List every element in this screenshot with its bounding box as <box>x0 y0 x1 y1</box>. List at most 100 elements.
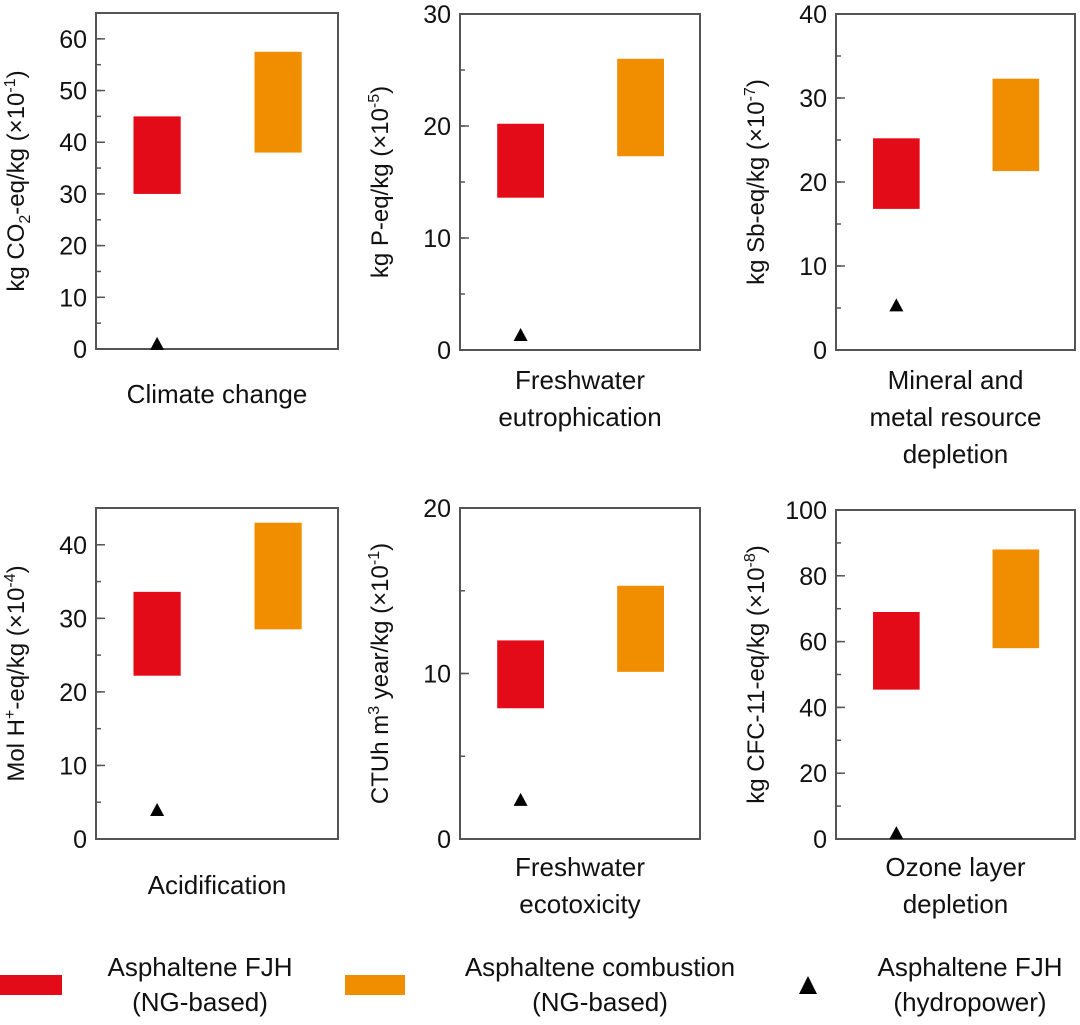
y-label-part: -7 <box>742 87 759 101</box>
x-axis-label: Freshwater <box>515 852 645 882</box>
y-tick-label: 0 <box>813 337 827 365</box>
chart-panel: 0 20 40 60 80 100 kg CFC-11-eq/kg (×10-8​) Ozon… <box>742 497 1076 919</box>
chart-panel: 0 10 20 30 40 kg Sb-eq/kg (×10-7​) Mineral and… <box>742 1 1076 469</box>
bar-asphaltene-fjh-ng <box>497 640 544 709</box>
y-label-part: ) <box>743 545 770 553</box>
legend-label: (hydropower) <box>893 987 1046 1017</box>
y-tick-label: 10 <box>799 253 827 281</box>
y-label-part: year/kg (×10 <box>367 565 394 706</box>
bar-asphaltene-fjh-ng <box>497 123 544 198</box>
x-axis-label: Ozone layer <box>885 852 1026 882</box>
y-label-part: -eq/kg (×10 <box>3 588 30 710</box>
y-tick-label: 40 <box>59 129 87 157</box>
y-tick-label: 30 <box>59 605 87 633</box>
y-label-part: kg CO <box>3 224 30 292</box>
legend: Asphaltene FJH(NG-based)Asphaltene combu… <box>0 952 1062 1017</box>
y-label-part: ) <box>3 565 30 573</box>
legend-label: Asphaltene FJH <box>878 952 1063 982</box>
legend-triangle-icon <box>799 976 817 994</box>
marker-asphaltene-fjh-hydro <box>150 336 165 350</box>
legend-swatch <box>345 975 405 995</box>
bar-asphaltene-fjh-ng <box>133 591 181 676</box>
y-label-part: -4 <box>2 573 19 587</box>
y-tick-label: 0 <box>437 337 451 365</box>
y-label-part: ) <box>3 70 30 78</box>
legend-item: Asphaltene FJH (NG-based) <box>0 952 292 1017</box>
x-axis-label: Climate change <box>127 379 308 409</box>
y-tick-label: 0 <box>437 826 451 854</box>
y-label-part: -eq/kg (×10 <box>3 93 30 215</box>
x-axis-label: depletion <box>903 889 1009 919</box>
y-axis-label: kg CO2​-eq/kg (×10-1​) <box>2 70 34 291</box>
x-axis-label: Mineral and <box>888 365 1024 395</box>
bar-asphaltene-combustion-ng <box>992 78 1040 172</box>
y-label-part: 3 <box>366 706 383 715</box>
y-label-part: -1 <box>2 78 19 92</box>
y-label-part: kg Sb-eq/kg (×10 <box>743 101 770 284</box>
y-tick-label: 20 <box>799 169 827 197</box>
y-label-part: ) <box>743 79 770 87</box>
x-axis-label: eutrophication <box>498 402 661 432</box>
plot-frame <box>459 507 701 840</box>
y-tick-label: 50 <box>59 78 87 106</box>
plot-frame <box>95 507 339 840</box>
y-label-part: -5 <box>366 94 383 108</box>
y-label-part: -8 <box>742 553 759 567</box>
x-axis-label: Freshwater <box>515 365 645 395</box>
y-tick-label: 0 <box>73 336 87 364</box>
legend-item: Asphaltene combustion (NG-based) <box>345 952 735 1017</box>
bar-asphaltene-combustion-ng <box>617 585 664 672</box>
y-tick-label: 10 <box>423 661 451 689</box>
y-tick-label: 0 <box>813 826 827 854</box>
x-axis-label: Acidification <box>148 870 287 900</box>
y-label-part: 2 <box>17 215 34 224</box>
bar-asphaltene-combustion-ng <box>617 58 664 157</box>
plot-frame <box>95 12 339 350</box>
y-label-part: ) <box>367 86 394 94</box>
y-label-part: kg P-eq/kg (×10 <box>367 108 394 278</box>
chart-panel: 0 10 20 30 40 Mol H+​-eq/kg (×10-4​) Acidifica… <box>2 507 339 900</box>
marker-asphaltene-fjh-hydro <box>889 298 904 312</box>
legend-label: Asphaltene FJH <box>108 952 293 982</box>
bar-asphaltene-combustion-ng <box>992 549 1040 649</box>
chart-panel: 0 10 20 CTUh m3​ year/kg (×10-1​) Freshwater… <box>366 495 701 919</box>
y-label-part: ) <box>367 543 394 551</box>
chart-panel: 0 10 20 30 40 50 60 kg CO2​-eq/kg (×10-1​) Clima… <box>2 12 339 409</box>
x-axis-label: ecotoxicity <box>519 889 640 919</box>
y-tick-label: 10 <box>59 284 87 312</box>
y-tick-label: 10 <box>59 752 87 780</box>
y-tick-label: 60 <box>799 629 827 657</box>
y-tick-label: 20 <box>59 233 87 261</box>
bar-asphaltene-combustion-ng <box>254 51 302 153</box>
chart-panel: 0 10 20 30 kg P-eq/kg (×10-5​) Freshwater eutr… <box>366 1 701 432</box>
y-tick-label: 20 <box>59 679 87 707</box>
legend-label: Asphaltene combustion <box>465 952 735 982</box>
y-label-part: Mol H <box>3 719 30 782</box>
bar-asphaltene-fjh-ng <box>873 611 920 690</box>
y-tick-label: 20 <box>423 113 451 141</box>
y-tick-label: 10 <box>423 225 451 253</box>
legend-item: Asphaltene FJH (hydropower) <box>799 952 1062 1017</box>
marker-asphaltene-fjh-hydro <box>150 803 165 817</box>
legend-label: (NG-based) <box>532 987 668 1017</box>
bar-asphaltene-combustion-ng <box>254 522 302 630</box>
y-axis-label: CTUh m3​ year/kg (×10-1​) <box>366 543 394 804</box>
y-axis-label: kg P-eq/kg (×10-5​) <box>366 86 394 278</box>
legend-label: (NG-based) <box>132 987 268 1017</box>
y-tick-label: 40 <box>799 694 827 722</box>
y-tick-label: 40 <box>799 1 827 29</box>
plot-frame <box>835 13 1076 351</box>
bar-asphaltene-fjh-ng <box>133 116 181 194</box>
y-axis-label: kg CFC-11-eq/kg (×10-8​) <box>742 545 770 804</box>
y-tick-label: 60 <box>59 26 87 54</box>
y-tick-label: 20 <box>799 760 827 788</box>
legend-swatch <box>0 975 62 995</box>
y-label-part: kg CFC-11-eq/kg (×10 <box>743 567 770 803</box>
marker-asphaltene-fjh-hydro <box>889 826 904 840</box>
y-tick-label: 80 <box>799 563 827 591</box>
y-tick-label: 30 <box>423 1 451 29</box>
y-label-part: -1 <box>366 551 383 565</box>
y-tick-label: 30 <box>799 85 827 113</box>
y-label-part: CTUh m <box>367 715 394 804</box>
